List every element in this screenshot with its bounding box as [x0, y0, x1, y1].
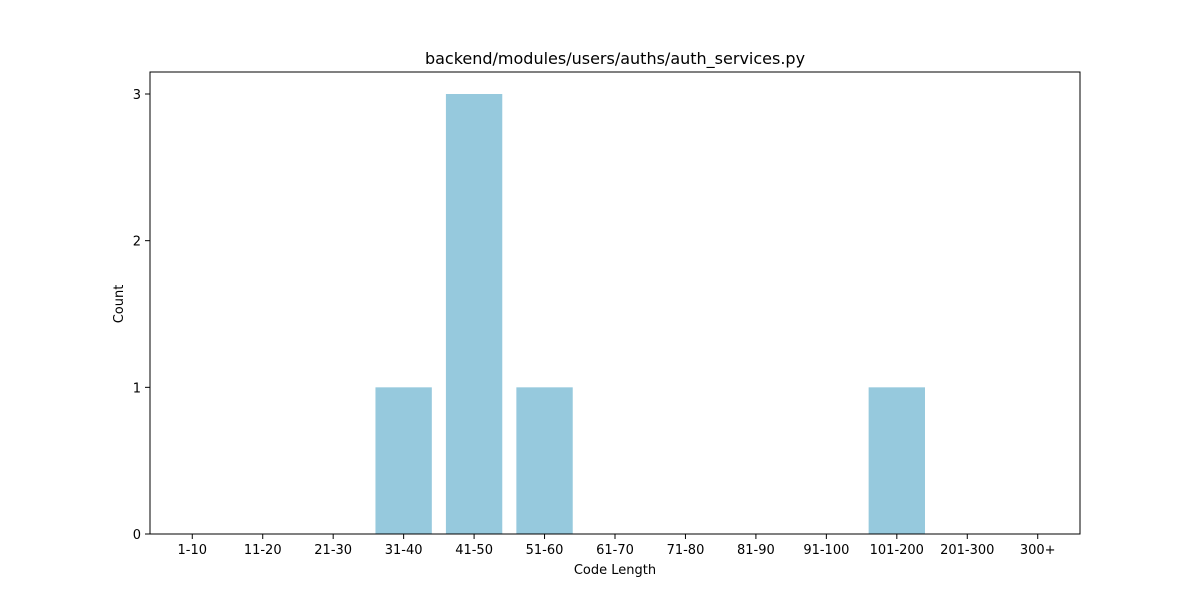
x-tick-label: 300+ — [1020, 543, 1056, 558]
bar-31-40 — [375, 387, 432, 534]
x-tick-label: 71-80 — [667, 543, 705, 558]
x-tick-label: 91-100 — [803, 543, 849, 558]
x-tick-label: 41-50 — [455, 543, 493, 558]
y-ticks: 0 1 2 3 — [133, 88, 150, 543]
x-tick-label: 21-30 — [314, 543, 352, 558]
bar-41-50 — [445, 94, 503, 534]
y-tick-label: 2 — [133, 235, 141, 250]
x-tick-label: 101-200 — [870, 543, 924, 558]
chart-title: backend/modules/users/auths/auth_service… — [425, 49, 805, 69]
x-tick-label: 51-60 — [526, 543, 564, 558]
x-tick-label: 31-40 — [385, 543, 423, 558]
y-tick-label: 1 — [133, 381, 141, 396]
y-tick-label: 0 — [133, 528, 141, 543]
plot-frame — [149, 71, 1081, 535]
bar-101-200 — [868, 387, 925, 534]
y-axis-label: Count — [112, 285, 127, 324]
x-tick-label: 11-20 — [244, 543, 282, 558]
x-tick-label: 1-10 — [178, 543, 208, 558]
x-tick-label: 81-90 — [737, 543, 775, 558]
x-tick-label: 201-300 — [940, 543, 994, 558]
x-tick-label: 61-70 — [596, 543, 634, 558]
y-tick-label: 3 — [133, 88, 141, 103]
x-ticks: 1-10 11-20 21-30 31-40 41-50 51-60 61-70 71-80 8… — [178, 534, 1056, 558]
bars-layer — [375, 94, 925, 534]
bar-51-60 — [516, 387, 573, 534]
x-axis-label: Code Length — [574, 563, 656, 578]
